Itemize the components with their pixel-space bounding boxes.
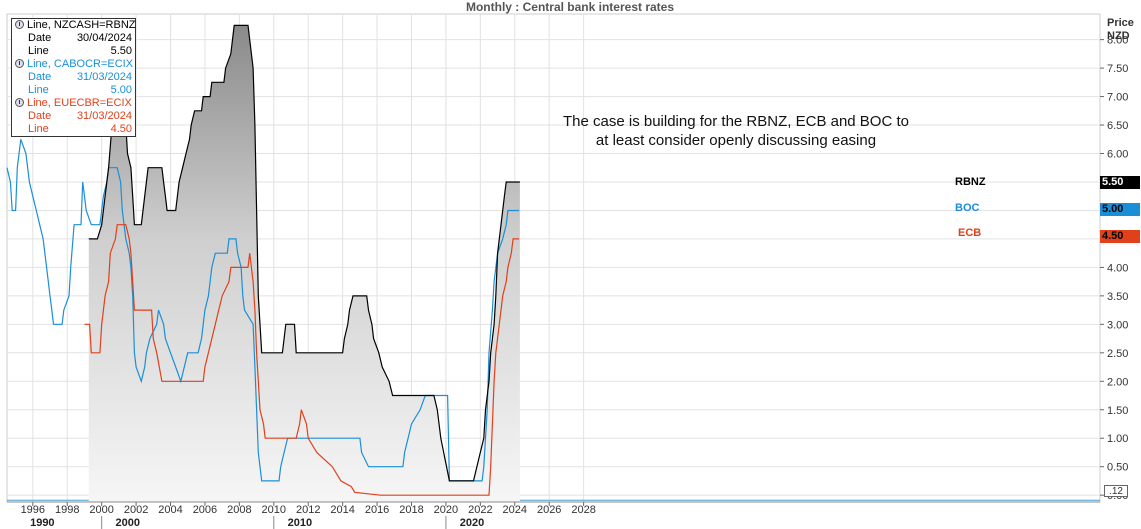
legend-line-label: Line	[28, 84, 49, 96]
price-header-label: Price	[1107, 17, 1134, 29]
y-tick-label: 2.50	[1107, 348, 1128, 360]
x-tick-label: 1998	[55, 504, 79, 516]
series-line-rbnz	[88, 24, 520, 482]
legend-line-label: Line	[28, 123, 49, 135]
rbnz-area-fill	[88, 25, 520, 503]
x-tick-label: 2012	[296, 504, 320, 516]
clock-icon	[15, 59, 24, 68]
x-axis-ticks: 1996 1998 2000 2002 2004 2006 2008 2010 2012 2014…	[7, 501, 1100, 529]
y-tick-label: 3.50	[1107, 291, 1128, 303]
legend-item-rbnz: Line, NZCASH=RBNZ Date 30/04/2024 Line 5.5…	[12, 19, 136, 58]
y-tick-label: 6.00	[1107, 149, 1128, 161]
x-tick-label: 2006	[193, 504, 217, 516]
legend-date-value: 30/04/2024	[76, 32, 132, 44]
chart-annotation: The case is building for the RBNZ, ECB a…	[526, 112, 946, 150]
y-tick-label: 1.00	[1107, 433, 1128, 445]
x-tick-label: 2004	[158, 504, 182, 516]
decade-label: 2020	[460, 517, 484, 529]
legend-date-value: 31/03/2024	[76, 110, 132, 122]
series-lines	[6, 24, 520, 496]
decade-label: 1990	[30, 517, 54, 529]
y-axis-ticks: 0.000.501.001.502.002.503.003.504.004.50…	[1100, 35, 1128, 502]
x-tick-label: 2022	[468, 504, 492, 516]
legend-item-ecb: Line, EUECBR=ECIX Date 31/03/2024 Line 4.5…	[12, 97, 135, 136]
y-tick-label: 7.00	[1107, 92, 1128, 104]
legend-series-name: Line, EUECBR=ECIX	[27, 97, 132, 109]
legend-line-value: 5.50	[110, 45, 132, 57]
price-tag-ecb: 4.50	[1100, 230, 1140, 243]
x-tick-label: 2010	[262, 504, 286, 516]
x-tick-label: 2016	[365, 504, 389, 516]
currency-label: NZD	[1107, 30, 1130, 42]
legend-date-label: Date	[28, 71, 52, 83]
price-axis-header: Price NZD	[1107, 17, 1134, 43]
y-tick-label: 3.00	[1107, 319, 1128, 331]
x-tick-label: 2024	[503, 504, 527, 516]
current-price-tag: .12	[1104, 485, 1128, 497]
legend-line-value: 5.00	[110, 84, 132, 96]
series-label-rbnz: RBNZ	[955, 176, 986, 188]
x-tick-label: 2008	[227, 504, 251, 516]
decade-label: 2010	[288, 517, 312, 529]
y-tick-label: 1.50	[1107, 405, 1128, 417]
legend-series-name: Line, CABOCR=ECIX	[27, 58, 134, 70]
legend-item-boc: Line, CABOCR=ECIX Date 31/03/2024 Line 5.0…	[12, 58, 135, 97]
x-tick-label: 1996	[21, 504, 45, 516]
series-line-ecb	[84, 224, 520, 496]
clock-icon	[15, 98, 24, 107]
legend-line-label: Line	[28, 45, 49, 57]
x-tick-label: 2014	[330, 504, 354, 516]
rbnz-area	[88, 25, 520, 503]
x-tick-label: 2000	[89, 504, 113, 516]
chart-title: Monthly : Central bank interest rates	[466, 0, 674, 14]
annotation-line-1: The case is building for the RBNZ, ECB a…	[563, 113, 909, 130]
x-tick-label: 2018	[399, 504, 423, 516]
legend[interactable]: Line, NZCASH=RBNZ Date 30/04/2024 Line 5.5…	[11, 18, 136, 137]
x-tick-label: 2026	[537, 504, 561, 516]
series-label-ecb: ECB	[958, 227, 982, 239]
annotation-line-2: at least consider openly discussing easi…	[595, 132, 877, 149]
legend-date-label: Date	[28, 110, 52, 122]
clock-icon	[15, 20, 24, 29]
legend-line-value: 4.50	[110, 123, 132, 135]
x-tick-label: 2002	[124, 504, 148, 516]
series-line-boc	[6, 139, 520, 482]
y-tick-label: 4.00	[1107, 262, 1128, 274]
y-tick-label: 6.50	[1107, 120, 1128, 132]
y-tick-label: 8.00	[1107, 35, 1128, 47]
series-label-boc: BOC	[955, 202, 980, 214]
price-tag-boc: 5.00	[1100, 203, 1140, 216]
y-tick-label: 7.50	[1107, 63, 1128, 75]
legend-date-value: 31/03/2024	[76, 71, 132, 83]
price-tag-rbnz: 5.50	[1100, 176, 1140, 189]
x-tick-label: 2020	[434, 504, 458, 516]
decade-label: 2000	[115, 517, 139, 529]
x-tick-label: 2028	[571, 504, 595, 516]
y-tick-label: 2.00	[1107, 376, 1128, 388]
legend-date-label: Date	[28, 32, 52, 44]
y-tick-label: 0.50	[1107, 462, 1128, 474]
legend-series-name: Line, NZCASH=RBNZ	[27, 19, 136, 31]
